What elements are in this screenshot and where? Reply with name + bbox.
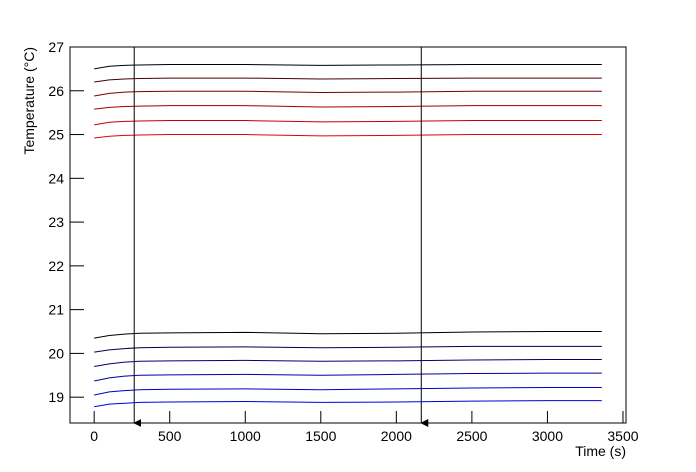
y-tick-label: 27 [48, 39, 64, 55]
plot-frame [69, 46, 627, 424]
x-tick-label: 0 [90, 428, 98, 444]
x-tick-label: 2500 [456, 428, 487, 444]
series-line [94, 372, 602, 382]
y-tick-label: 21 [48, 302, 64, 318]
x-tick-label: 1000 [230, 428, 261, 444]
y-tick-label: 25 [48, 127, 64, 143]
x-axis-label: Time (s) [575, 443, 626, 459]
x-tick-label: 3500 [607, 428, 638, 444]
y-tick-label: 20 [48, 345, 64, 361]
series-line [94, 77, 602, 83]
y-axis-label: Temperature (°C) [21, 47, 37, 155]
x-tick-label: 1500 [305, 428, 336, 444]
series-line [94, 105, 602, 110]
y-tick-label: 19 [48, 389, 64, 405]
y-tick-label: 24 [48, 170, 64, 186]
series-line [94, 64, 602, 70]
y-tick-label: 23 [48, 214, 64, 230]
series-line [94, 400, 602, 408]
x-tick-label: 3000 [532, 428, 563, 444]
x-tick-label: 500 [158, 428, 182, 444]
series-line [94, 387, 602, 396]
x-tick-label: 2000 [381, 428, 412, 444]
series-line [94, 120, 602, 126]
series-line [94, 345, 602, 353]
series-line [94, 134, 602, 139]
y-tick-label: 22 [48, 258, 64, 274]
series-line [94, 359, 602, 368]
series-line [94, 90, 602, 97]
y-tick-label: 26 [48, 83, 64, 99]
series-line [94, 331, 602, 339]
